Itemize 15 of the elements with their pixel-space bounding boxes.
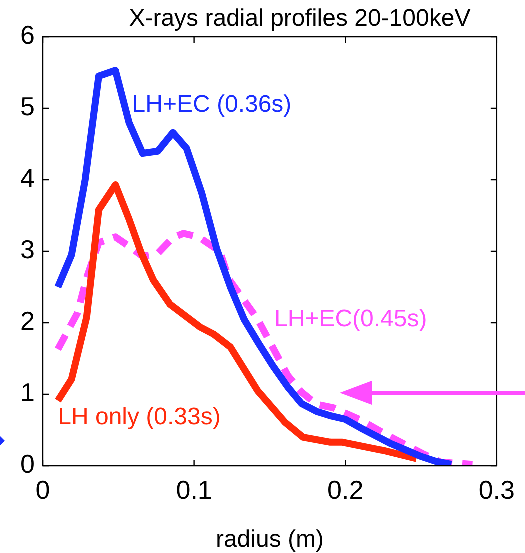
y-tick-label: 2 [20,306,35,336]
x-tick-label: 0.1 [176,474,212,505]
y-tick-label: 1 [20,378,35,408]
y-tick-label: 0 [20,449,35,480]
x-tick-label: 0.2 [328,474,364,505]
y-tick-label: 3 [20,234,35,265]
x-axis-title: radius (m) [216,526,324,553]
series-label: LH+EC(0.45s) [274,306,428,333]
y-tick-label: 5 [20,92,35,122]
y-tick-label: 4 [20,163,35,194]
chart-title: X-rays radial profiles 20-100keV [129,5,471,32]
x-tick-label: 0.3 [478,474,516,505]
series-label: LH+EC (0.36s) [132,91,292,118]
series-label: LH only (0.33s) [58,404,221,431]
y-tick-label: 6 [20,20,35,50]
